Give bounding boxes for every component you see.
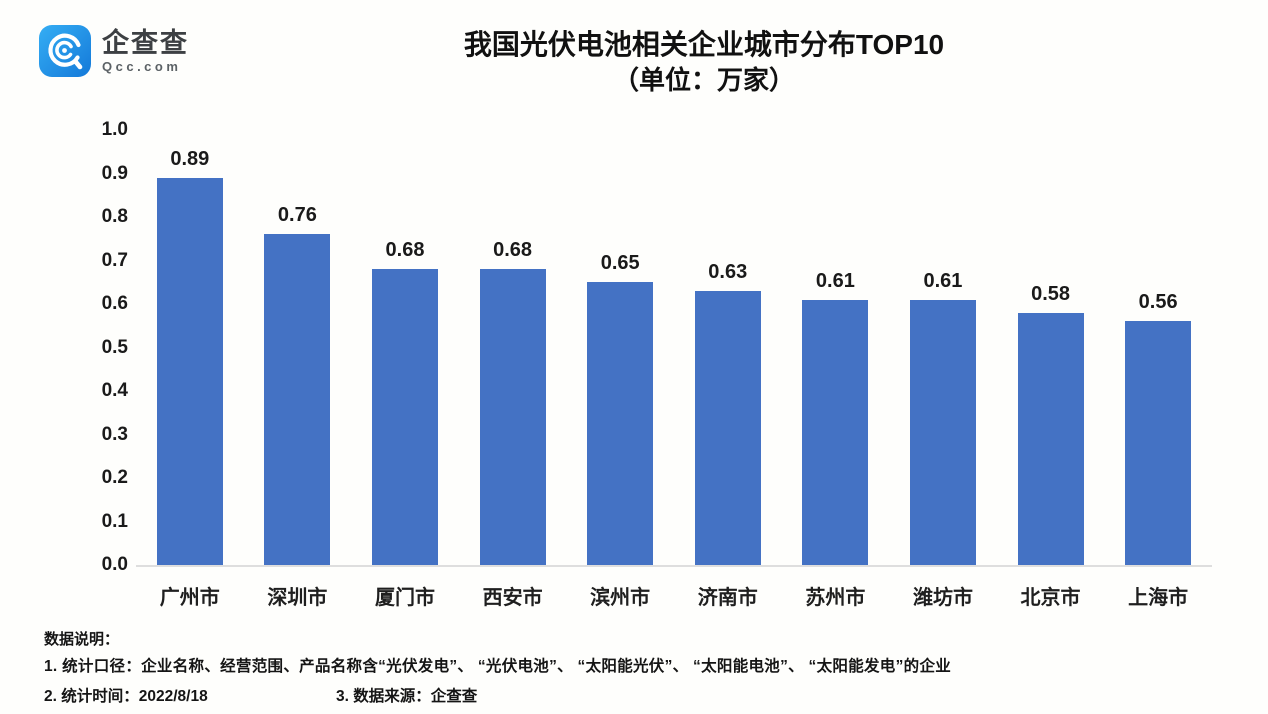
y-tick-label: 0.6 — [101, 293, 128, 314]
bar-value-label: 0.56 — [1138, 291, 1178, 314]
qcc-logo-text: 企查查 Qcc.com — [102, 27, 189, 74]
y-tick-label: 1.0 — [101, 119, 128, 140]
y-tick-label: 0.4 — [101, 380, 128, 401]
y-tick-label: 0.3 — [101, 423, 128, 445]
y-tick-label: 0.7 — [101, 249, 128, 271]
bar-group: 0.61 — [782, 130, 890, 565]
x-category-label: 苏州市 — [805, 587, 866, 609]
x-category-label: 北京市 — [1020, 587, 1081, 609]
y-tick-label: 0.0 — [101, 554, 128, 575]
bar-value-label: 0.89 — [170, 147, 210, 170]
logo-name: 企查查 — [102, 27, 189, 58]
data-notes-line1: 1. 统计口径：企业名称、经营范围、产品名称含“光伏发电”、 “光伏电池”、 “… — [44, 658, 952, 675]
stat-date-note: 2. 统计时间：2022/8/18 — [44, 688, 208, 705]
bar — [1125, 321, 1192, 565]
bar-value-label: 0.61 — [815, 269, 855, 292]
bar — [156, 177, 223, 565]
data-notes: 数据说明： 1. 统计口径：企业名称、经营范围、产品名称含“光伏发电”、 “光伏… — [44, 628, 1248, 706]
x-category-label: 滨州市 — [590, 587, 651, 609]
x-category-label: 深圳市 — [267, 587, 328, 609]
x-category-label: 济南市 — [697, 587, 758, 609]
bar-value-label: 0.65 — [600, 252, 640, 275]
x-category-label: 广州市 — [159, 587, 220, 609]
bar-group: 0.61 — [889, 130, 997, 565]
bar-group: 0.68 — [351, 130, 459, 565]
y-axis: 0.0 0.1 0.2 0.3 0.4 0.5 0.6 0.7 0.8 0.9 1.0 — [0, 0, 128, 714]
x-category-label: 厦门市 — [374, 587, 435, 609]
bar-value-label: 0.68 — [385, 239, 425, 262]
y-tick-label: 0.8 — [101, 206, 128, 227]
bar-group: 0.89 — [136, 130, 244, 565]
logo-domain: Qcc.com — [102, 58, 182, 74]
x-category-label: 上海市 — [1128, 587, 1189, 609]
bar-value-label: 0.58 — [1031, 282, 1071, 305]
data-notes-line2: 2. 统计时间：2022/8/18 3. 数据来源：企查查 — [44, 684, 1248, 706]
x-category-label: 西安市 — [482, 587, 543, 609]
bar — [587, 282, 654, 565]
bar — [371, 269, 438, 565]
plot-area: 0.89 0.76 0.68 0.68 0.65 0.63 0.61 0.61 0.58 0.56 — [136, 130, 1212, 567]
qcc-logo-icon — [39, 25, 91, 77]
data-notes-heading: 数据说明： — [44, 631, 120, 648]
bar — [802, 299, 869, 565]
bar — [909, 299, 976, 565]
bar-value-label: 0.68 — [493, 239, 533, 262]
bar — [479, 269, 546, 565]
bar-group: 0.63 — [674, 130, 782, 565]
bar-value-label: 0.63 — [708, 260, 748, 283]
chart-title: 我国光伏电池相关企业城市分布TOP10 — [463, 29, 945, 60]
bar-group: 0.76 — [244, 130, 352, 565]
bar-group: 0.68 — [459, 130, 567, 565]
y-tick-label: 0.2 — [101, 467, 128, 488]
bar-value-label: 0.61 — [923, 269, 963, 292]
x-axis-labels: 广州市 深圳市 厦门市 西安市 滨州市 济南市 苏州市 潍坊市 北京市 上海市 — [136, 581, 1212, 610]
x-category-label: 潍坊市 — [912, 587, 973, 609]
chart-header: 我国光伏电池相关企业城市分布TOP10 （单位：万家） — [140, 26, 1268, 98]
bar — [1017, 312, 1084, 565]
data-source-note: 3. 数据来源：企查查 — [336, 688, 478, 705]
bar-group: 0.65 — [566, 130, 674, 565]
y-tick-label: 0.1 — [101, 510, 128, 532]
y-tick-label: 0.5 — [101, 336, 128, 358]
bar-group: 0.56 — [1104, 130, 1212, 565]
y-tick-label: 0.9 — [101, 162, 128, 184]
bar-group: 0.58 — [997, 130, 1105, 565]
bar-value-label: 0.76 — [277, 204, 317, 227]
bar — [264, 234, 331, 565]
chart-subtitle: （单位：万家） — [612, 64, 795, 95]
qcc-logo: 企查查 Qcc.com — [38, 24, 189, 78]
bar — [694, 290, 761, 565]
